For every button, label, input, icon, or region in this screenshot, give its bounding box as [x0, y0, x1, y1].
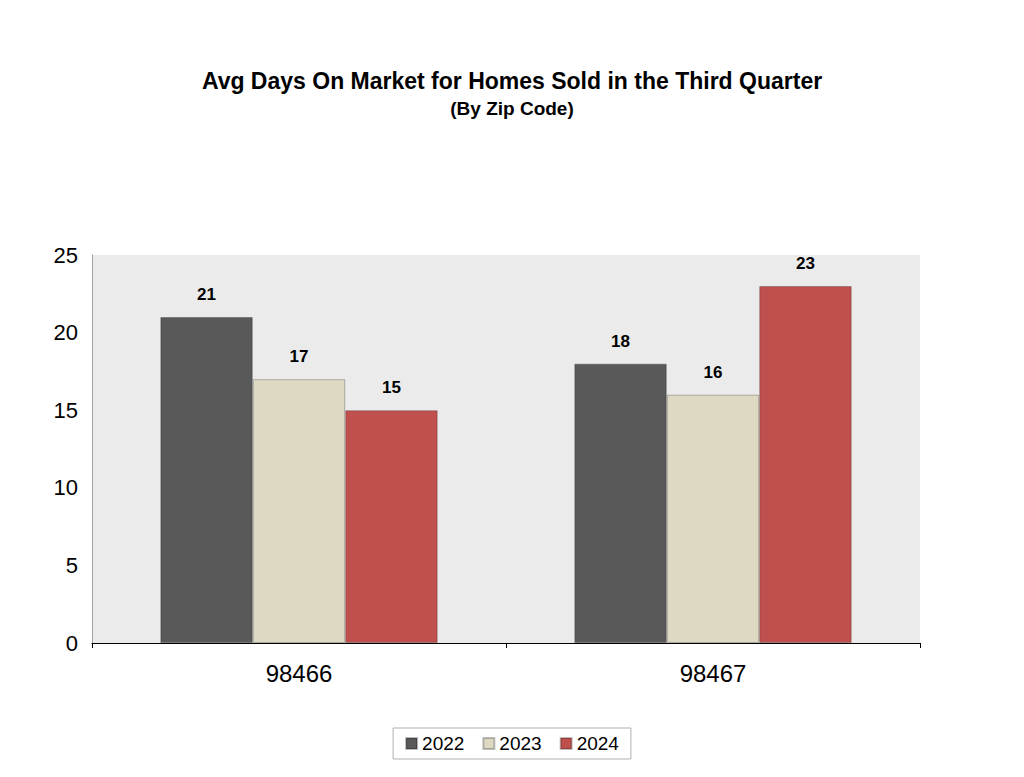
svg-text:0: 0: [66, 631, 78, 656]
svg-text:98466: 98466: [266, 660, 333, 687]
svg-text:15: 15: [382, 378, 401, 397]
svg-text:18: 18: [611, 332, 630, 351]
svg-text:17: 17: [290, 347, 309, 366]
svg-text:5: 5: [66, 553, 78, 578]
svg-text:20: 20: [54, 320, 78, 345]
svg-text:(By Zip Code): (By Zip Code): [450, 98, 574, 119]
svg-text:25: 25: [54, 243, 78, 268]
svg-text:23: 23: [796, 254, 815, 273]
svg-text:98467: 98467: [680, 660, 747, 687]
svg-text:16: 16: [704, 363, 723, 382]
svg-text:Avg Days On Market for Homes S: Avg Days On Market for Homes Sold in the…: [202, 68, 822, 94]
svg-text:15: 15: [54, 398, 78, 423]
svg-text:2022: 2022: [422, 733, 464, 754]
svg-text:10: 10: [54, 475, 78, 500]
svg-text:2023: 2023: [499, 733, 541, 754]
svg-text:2024: 2024: [577, 733, 620, 754]
svg-text:21: 21: [197, 285, 216, 304]
